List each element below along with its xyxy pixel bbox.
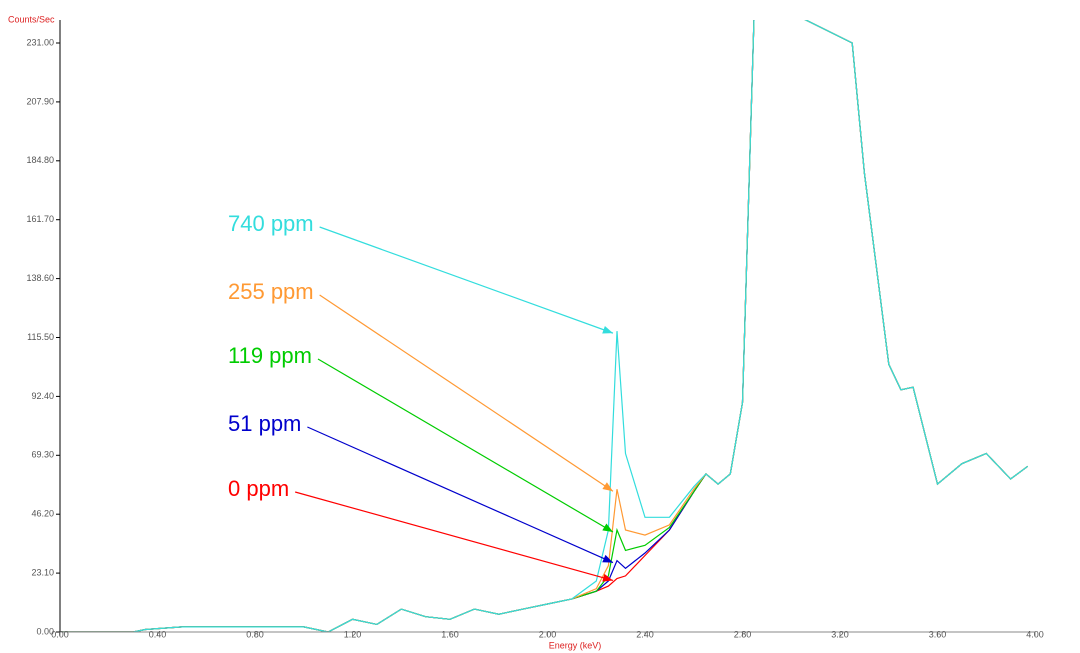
annotation-arrow xyxy=(319,226,614,334)
plot-area xyxy=(60,20,1029,632)
y-tick-label: 161.70 xyxy=(26,214,54,224)
y-tick-label: 0.00 xyxy=(36,626,54,636)
y-tick-label: 207.90 xyxy=(26,96,54,106)
y-tick-label: 115.50 xyxy=(27,332,54,342)
x-tick-label: 2.00 xyxy=(539,629,557,639)
x-tick-label: 4.00 xyxy=(1026,629,1044,639)
y-tick-label: 23.10 xyxy=(31,567,54,577)
y-tick-label: 231.00 xyxy=(26,37,54,47)
arrow-head xyxy=(602,326,613,334)
y-tick-label: 46.20 xyxy=(31,509,54,519)
y-tick-label: 92.40 xyxy=(31,391,54,401)
annotation: 255 ppm xyxy=(228,279,314,304)
annotation: 119 ppm xyxy=(228,343,312,368)
x-tick-label: 0.40 xyxy=(149,629,167,639)
x-tick-label: 2.40 xyxy=(636,629,654,639)
x-tick-label: 0.80 xyxy=(246,629,264,639)
y-tick-label: 138.60 xyxy=(26,273,54,283)
x-tick-label: 2.80 xyxy=(734,629,752,639)
annotation-arrow xyxy=(294,491,614,582)
x-axis-label: Energy (keV) xyxy=(549,640,602,650)
x-tick-label: 3.60 xyxy=(929,629,947,639)
annotation-arrow xyxy=(317,358,614,533)
annotation: 51 ppm xyxy=(228,411,301,436)
annotation-arrow xyxy=(319,294,614,492)
y-tick-label: 184.80 xyxy=(26,155,54,165)
x-tick-label: 1.20 xyxy=(344,629,362,639)
arrow-head xyxy=(602,573,613,582)
arrow-head xyxy=(602,554,613,563)
x-tick-label: 3.20 xyxy=(831,629,849,639)
arrow-head xyxy=(602,523,613,532)
y-tick-label: 69.30 xyxy=(31,450,54,460)
annotation: 740 ppm xyxy=(228,211,314,236)
x-tick-label: 1.60 xyxy=(441,629,459,639)
annotation: 0 ppm xyxy=(228,476,289,501)
arrow-head xyxy=(602,482,613,492)
y-axis-label: Counts/Sec xyxy=(8,14,55,24)
annotation-arrow xyxy=(307,426,614,564)
x-tick-label: 0.00 xyxy=(51,629,69,639)
series-line xyxy=(60,20,1029,632)
